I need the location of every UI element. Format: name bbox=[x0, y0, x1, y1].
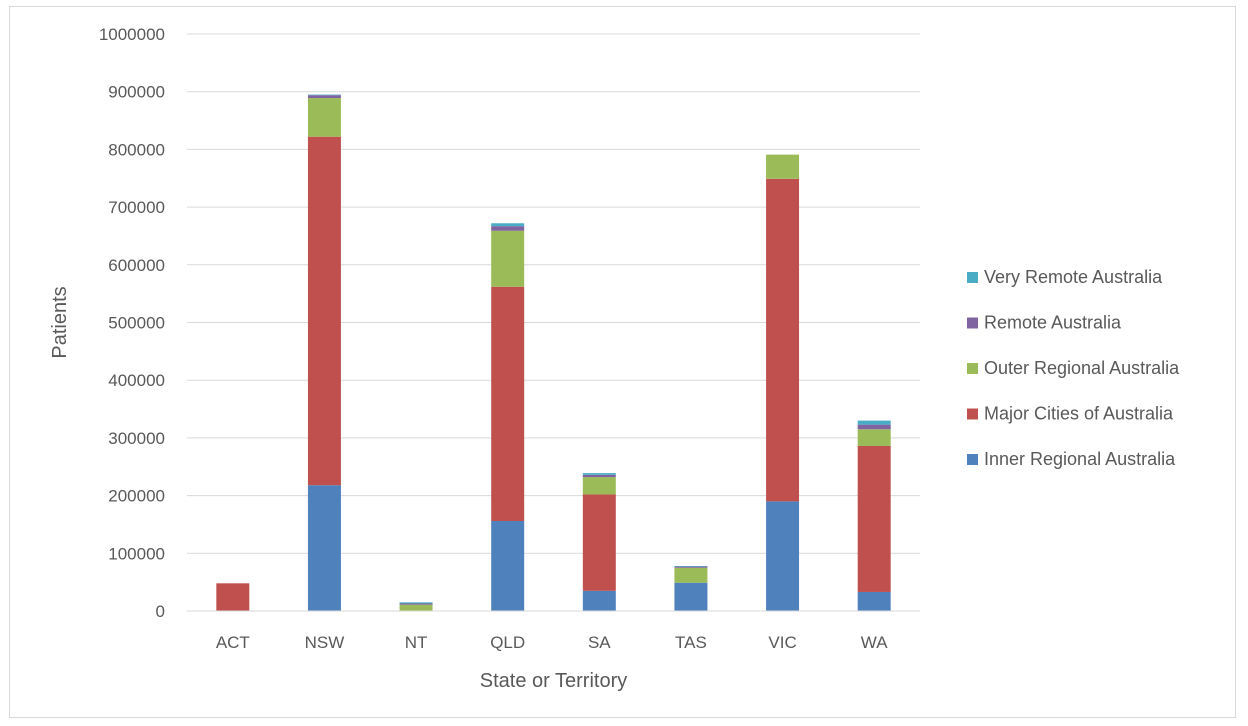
x-tick-label: NSW bbox=[305, 633, 345, 652]
x-tick-label: SA bbox=[588, 633, 611, 652]
bar-segment bbox=[307, 95, 341, 99]
y-tick-label: 800000 bbox=[108, 140, 165, 159]
x-tick-label: WA bbox=[861, 633, 888, 652]
bar-segment bbox=[307, 98, 341, 137]
bar-segment bbox=[582, 590, 616, 611]
y-tick-label: 400000 bbox=[108, 371, 165, 390]
legend-label: Major Cities of Australia bbox=[984, 404, 1174, 424]
legend-swatch bbox=[967, 272, 978, 283]
bar-segment bbox=[857, 420, 891, 425]
bar-segment bbox=[399, 604, 433, 611]
y-tick-label: 700000 bbox=[108, 198, 165, 217]
bar-segment bbox=[399, 603, 433, 605]
x-tick-label: VIC bbox=[768, 633, 796, 652]
x-tick-label: NT bbox=[405, 633, 428, 652]
bar-segment bbox=[674, 566, 708, 568]
legend-label: Very Remote Australia bbox=[984, 267, 1163, 287]
bar-segment bbox=[491, 223, 525, 227]
legend-swatch bbox=[967, 454, 978, 465]
legend-label: Outer Regional Australia bbox=[984, 358, 1180, 378]
y-tick-label: 100000 bbox=[108, 544, 165, 563]
bars bbox=[216, 94, 891, 611]
bar-segment bbox=[766, 154, 800, 179]
y-tick-label: 0 bbox=[156, 602, 165, 621]
bar-segment bbox=[582, 474, 616, 478]
bar-segment bbox=[582, 477, 616, 495]
bar-segment bbox=[216, 583, 250, 611]
y-tick-label: 300000 bbox=[108, 429, 165, 448]
bar-segment bbox=[857, 429, 891, 446]
bar-segment bbox=[857, 424, 891, 430]
y-tick-label: 1000000 bbox=[99, 25, 165, 44]
legend-swatch bbox=[967, 317, 978, 329]
bar-segment bbox=[307, 136, 341, 486]
legend-swatch bbox=[967, 408, 978, 420]
bar-segment bbox=[307, 94, 341, 96]
bar-segment bbox=[491, 230, 525, 287]
bar-segment bbox=[766, 178, 800, 502]
bar-segment bbox=[582, 473, 616, 475]
y-axis-title: Patients bbox=[49, 286, 71, 358]
bar-segment bbox=[307, 485, 341, 611]
x-axis-title: State or Territory bbox=[480, 670, 627, 692]
bar-segment bbox=[491, 520, 525, 611]
x-axis-ticks: ACT NSW NT QLD SA TAS VIC WA bbox=[216, 633, 888, 652]
legend-swatch bbox=[967, 363, 978, 374]
bar-segment bbox=[491, 226, 525, 231]
y-tick-label: 600000 bbox=[108, 256, 165, 275]
bar-segment bbox=[674, 582, 708, 611]
bar-segment bbox=[582, 494, 616, 591]
y-axis-ticks: 0 100000 200000 300000 400000 500000 600000 700… bbox=[99, 25, 165, 621]
y-tick-label: 200000 bbox=[108, 487, 165, 506]
bar-segment bbox=[766, 501, 800, 611]
y-tick-label: 500000 bbox=[108, 314, 165, 333]
bar-segment bbox=[674, 567, 708, 583]
x-tick-label: ACT bbox=[216, 633, 250, 652]
bar-segment bbox=[674, 565, 708, 567]
chart-frame: 0 100000 200000 300000 400000 500000 600000 700… bbox=[9, 6, 1236, 718]
stacked-bar-chart: 0 100000 200000 300000 400000 500000 600000 700… bbox=[49, 25, 1180, 692]
bar-segment bbox=[857, 445, 891, 592]
y-tick-label: 900000 bbox=[108, 83, 165, 102]
x-tick-label: QLD bbox=[490, 633, 525, 652]
legend-label: Remote Australia bbox=[984, 313, 1122, 333]
bar-segment bbox=[491, 286, 525, 521]
legend-label: Inner Regional Australia bbox=[984, 449, 1176, 469]
legend: Very Remote Australia Remote Australia Out… bbox=[967, 267, 1180, 469]
gridlines bbox=[187, 33, 920, 554]
bar-segment bbox=[399, 602, 433, 604]
bar-segment bbox=[857, 591, 891, 611]
x-tick-label: TAS bbox=[675, 633, 707, 652]
